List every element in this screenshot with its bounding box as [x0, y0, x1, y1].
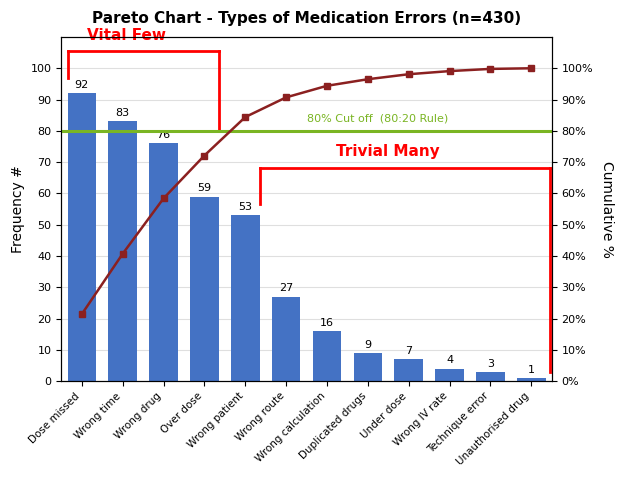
Bar — [476, 372, 505, 381]
Bar — [312, 331, 341, 381]
Text: Trivial Many: Trivial Many — [336, 144, 440, 159]
Text: 3: 3 — [487, 358, 494, 369]
Text: 9: 9 — [364, 340, 371, 350]
Text: 53: 53 — [238, 202, 252, 212]
Bar — [354, 353, 382, 381]
Text: 92: 92 — [75, 80, 89, 90]
Text: 16: 16 — [320, 318, 334, 328]
Text: 76: 76 — [156, 130, 171, 140]
Text: 80% Cut off  (80:20 Rule): 80% Cut off (80:20 Rule) — [306, 113, 448, 123]
Y-axis label: Cumulative %: Cumulative % — [600, 161, 614, 258]
Title: Pareto Chart - Types of Medication Errors (n=430): Pareto Chart - Types of Medication Error… — [92, 11, 521, 26]
Text: 1: 1 — [528, 365, 535, 375]
Y-axis label: Frequency #: Frequency # — [11, 165, 25, 253]
Text: 4: 4 — [446, 356, 453, 365]
Text: 59: 59 — [198, 184, 211, 194]
Bar — [272, 297, 301, 381]
Text: 27: 27 — [279, 283, 293, 293]
Bar — [149, 143, 178, 381]
Bar — [517, 378, 546, 381]
Text: 7: 7 — [405, 346, 412, 356]
Bar — [394, 359, 423, 381]
Bar — [108, 121, 137, 381]
Text: 83: 83 — [116, 109, 130, 119]
Bar — [231, 215, 259, 381]
Text: Vital Few: Vital Few — [88, 28, 166, 43]
Bar — [435, 369, 464, 381]
Bar — [190, 196, 219, 381]
Bar — [68, 93, 96, 381]
